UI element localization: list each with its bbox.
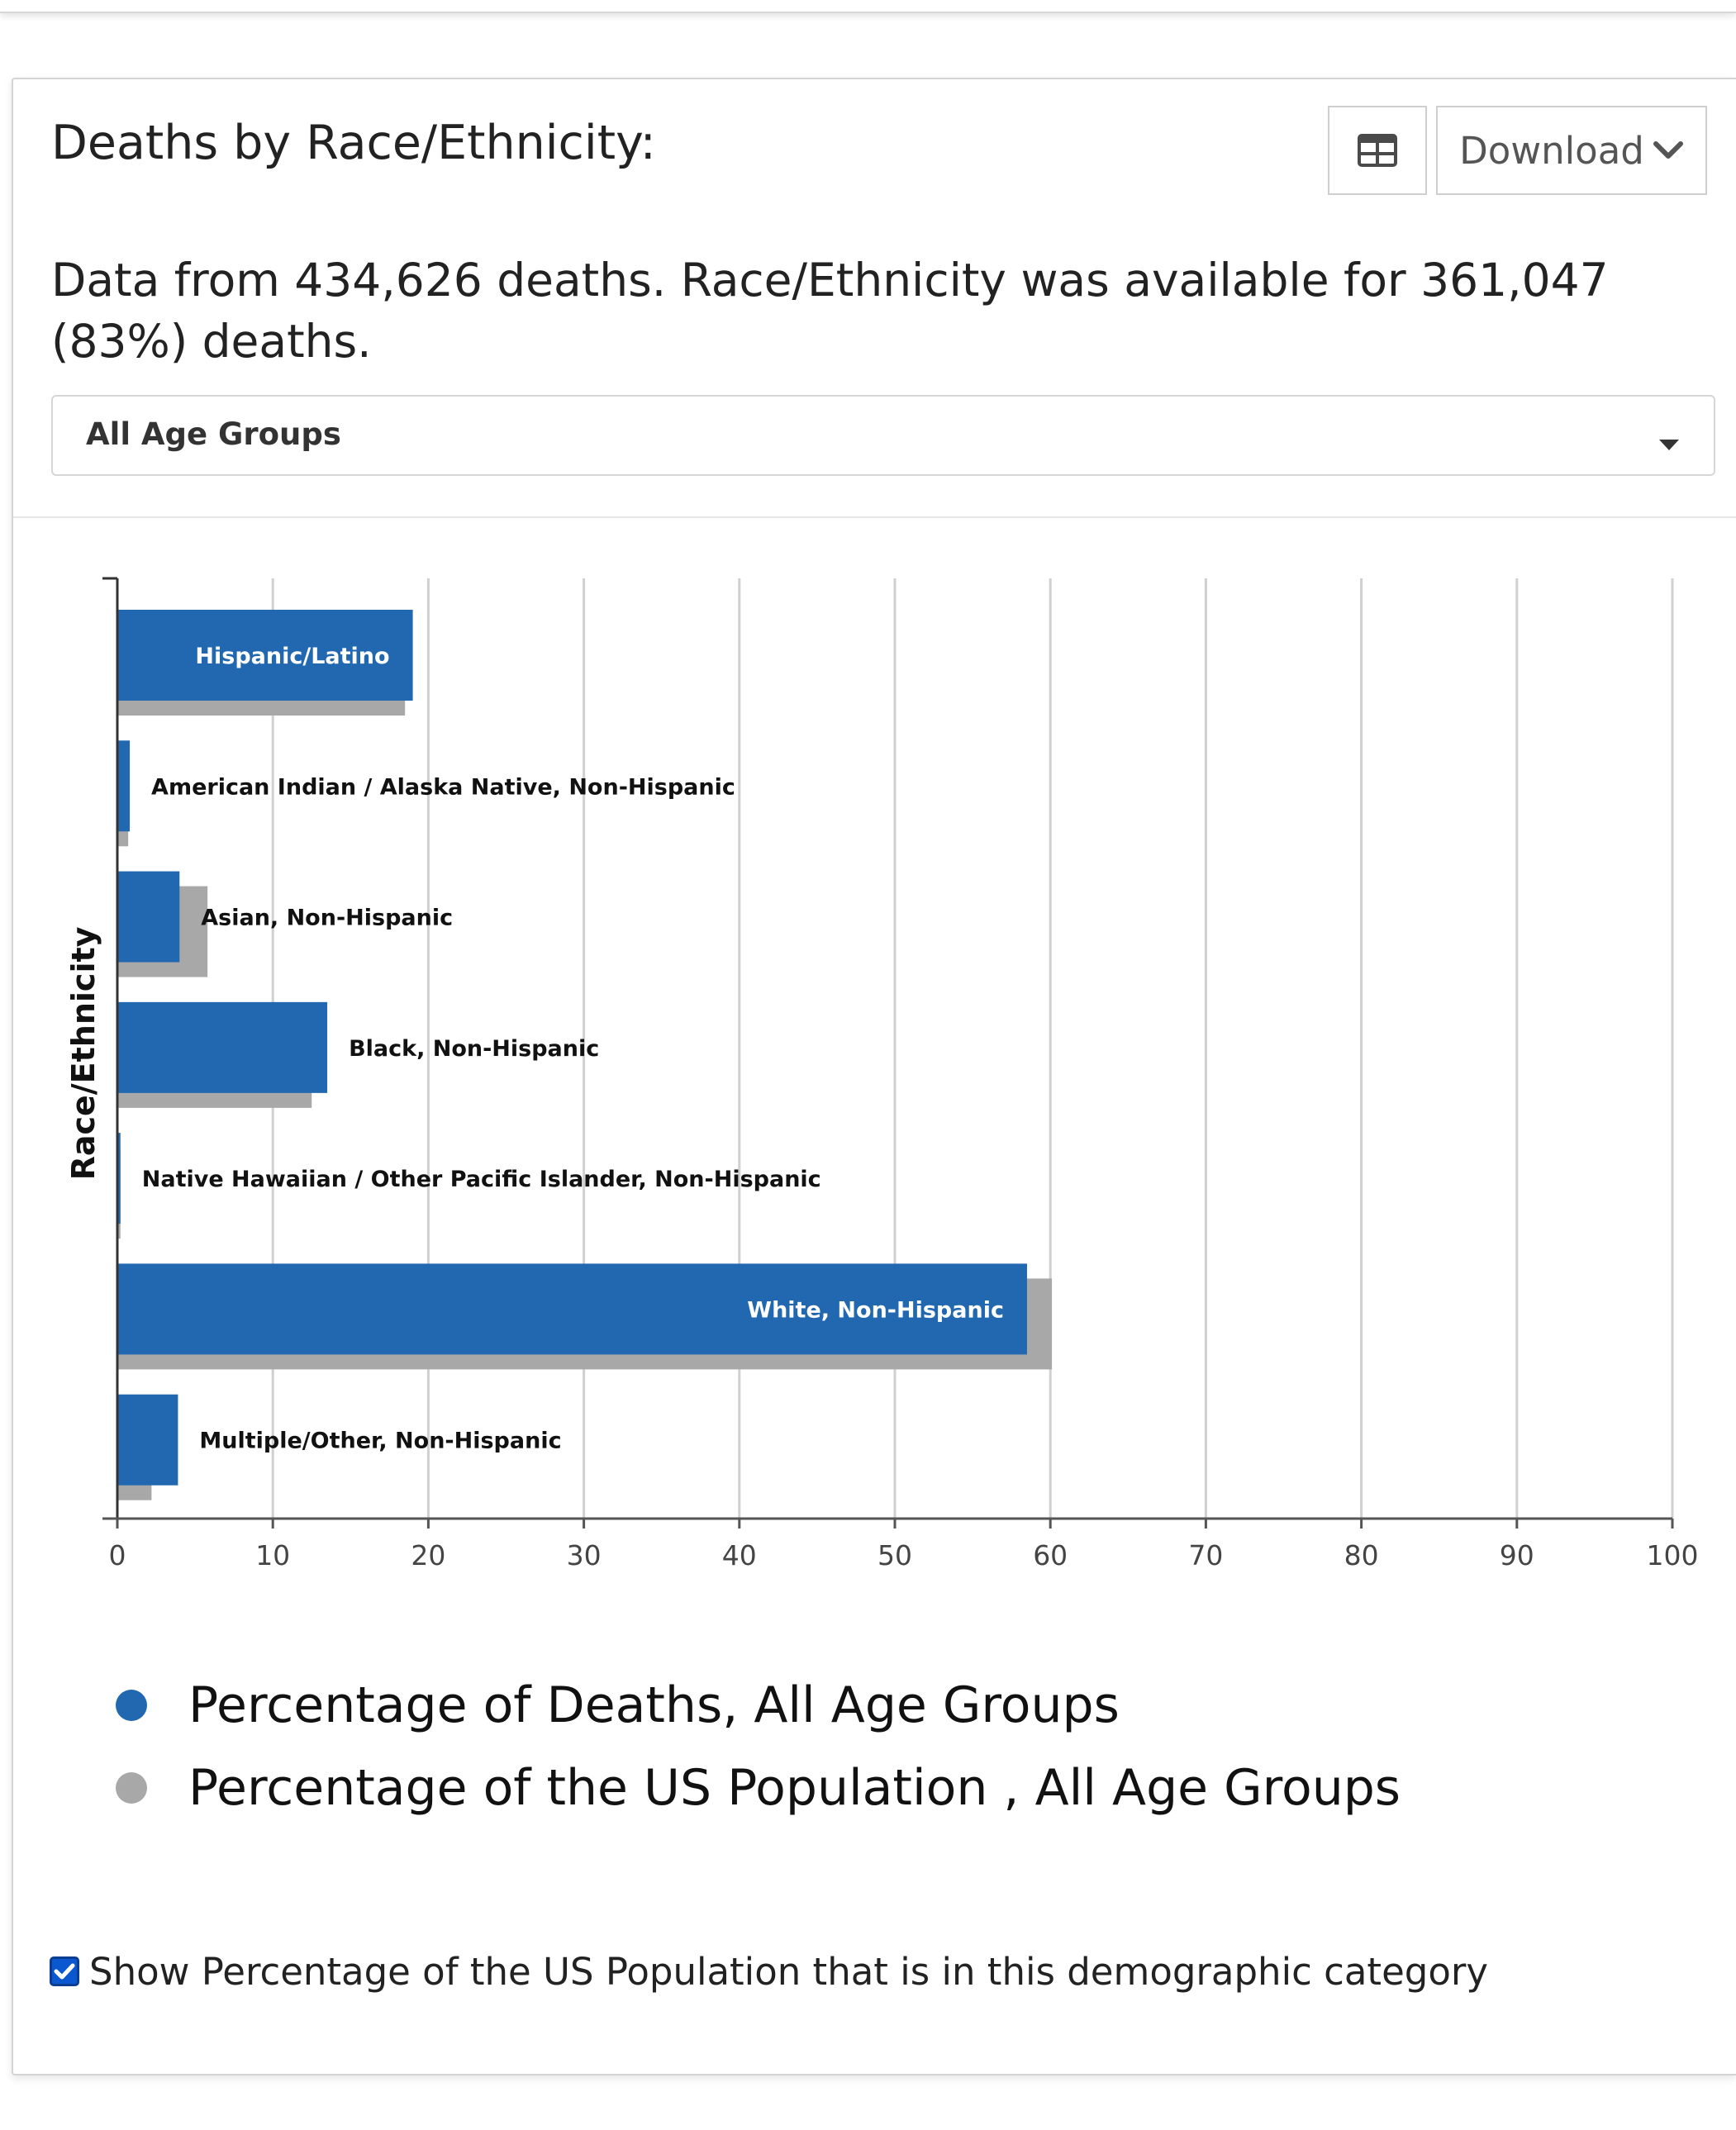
legend-dot-population bbox=[116, 1772, 147, 1804]
x-tick-label-100: 100 bbox=[1647, 1539, 1699, 1571]
x-tick-label-0: 0 bbox=[109, 1539, 126, 1571]
download-label: Download bbox=[1459, 128, 1644, 173]
category-label-6: Multiple/Other, Non-Hispanic bbox=[199, 1429, 561, 1454]
x-tick-label-90: 90 bbox=[1500, 1539, 1534, 1571]
category-label-3: Black, Non-Hispanic bbox=[349, 1036, 599, 1062]
data-summary: Data from 434,626 deaths. Race/Ethnicity… bbox=[51, 254, 1609, 368]
x-tick-label-10: 10 bbox=[255, 1539, 290, 1571]
chart-axes: 0 10 20 30 40 50 60 70 80 90 100 bbox=[102, 577, 1699, 1571]
category-label-2: Asian, Non-Hispanic bbox=[201, 906, 453, 931]
age-group-select[interactable]: All Age Groups bbox=[51, 395, 1715, 476]
caret-down-icon bbox=[1659, 440, 1679, 450]
table-icon bbox=[1358, 134, 1397, 167]
x-tick-label-40: 40 bbox=[722, 1539, 757, 1571]
category-label-5: White, Non-Hispanic bbox=[747, 1297, 1004, 1323]
download-button[interactable]: Download bbox=[1436, 106, 1707, 195]
x-tick-label-50: 50 bbox=[878, 1539, 912, 1571]
deaths-bar-1 bbox=[117, 740, 131, 832]
x-tick-label-60: 60 bbox=[1033, 1539, 1068, 1571]
card-title: Deaths by Race/Ethnicity: bbox=[51, 116, 656, 170]
show-population-checkbox[interactable] bbox=[50, 1956, 79, 1986]
deaths-bar-3 bbox=[117, 1001, 328, 1093]
legend-label-deaths: Percentage of Deaths, All Age Groups bbox=[188, 1676, 1120, 1734]
x-tick-label-30: 30 bbox=[567, 1539, 602, 1571]
x-tick-label-70: 70 bbox=[1188, 1539, 1223, 1571]
deaths-bar-6 bbox=[117, 1394, 178, 1486]
deaths-bar-0 bbox=[117, 610, 413, 701]
deaths-by-race-chart: 0 10 20 30 40 50 60 70 80 90 100 Hispanic/Latino Am… bbox=[65, 577, 1699, 1571]
check-icon bbox=[54, 1963, 75, 1980]
age-group-select-value: All Age Groups bbox=[86, 416, 341, 452]
legend-item-population[interactable]: Percentage of the US Population , All Ag… bbox=[116, 1755, 1401, 1821]
chart-category-labels: Hispanic/Latino American Indian / Alaska … bbox=[142, 644, 1004, 1454]
category-label-1: American Indian / Alaska Native, Non-His… bbox=[151, 774, 735, 800]
table-view-button[interactable] bbox=[1328, 106, 1427, 195]
section-divider bbox=[13, 516, 1736, 518]
show-population-label: Show Percentage of the US Population tha… bbox=[89, 1949, 1488, 1994]
y-axis-title: Race/Ethnicity bbox=[65, 926, 102, 1180]
deaths-bar-5 bbox=[117, 1263, 1027, 1355]
legend-item-deaths[interactable]: Percentage of Deaths, All Age Groups bbox=[116, 1672, 1120, 1738]
deaths-bar-2 bbox=[117, 871, 180, 963]
x-tick-label-80: 80 bbox=[1344, 1539, 1379, 1571]
deaths-bar-4 bbox=[117, 1133, 121, 1224]
show-population-option[interactable]: Show Percentage of the US Population tha… bbox=[50, 1947, 1488, 1996]
x-tick-label-20: 20 bbox=[411, 1539, 445, 1571]
category-label-0: Hispanic/Latino bbox=[195, 644, 389, 669]
chevron-down-icon bbox=[1653, 141, 1683, 159]
chart-bars bbox=[117, 610, 1053, 1500]
category-label-4: Native Hawaiian / Other Pacific Islander… bbox=[142, 1167, 821, 1192]
legend-label-population: Percentage of the US Population , All Ag… bbox=[188, 1759, 1401, 1817]
legend-dot-deaths bbox=[116, 1690, 147, 1721]
previous-card-edge bbox=[0, 0, 1736, 13]
